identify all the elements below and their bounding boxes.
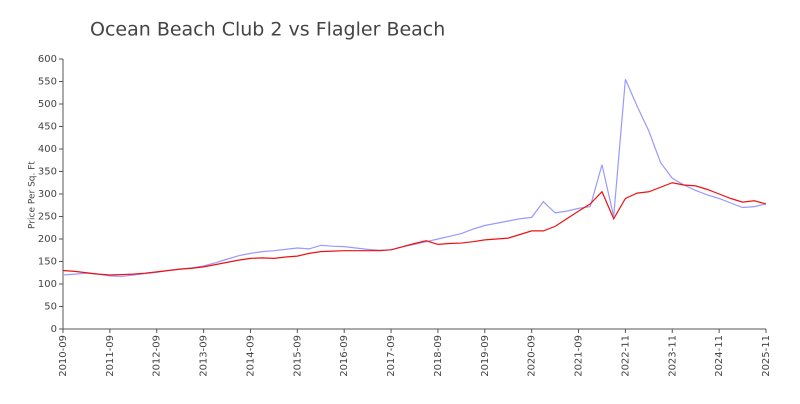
x-tick-label: 2021-09 <box>574 335 585 377</box>
x-tick-label: 2017-09 <box>386 335 397 377</box>
y-tick-label: 0 <box>51 324 57 335</box>
x-tick-label: 2024-11 <box>714 335 725 377</box>
y-tick-label: 450 <box>38 122 57 133</box>
y-tick-label: 50 <box>44 302 57 313</box>
series-line <box>62 182 767 276</box>
y-axis-label: Price Per Sq. Ft <box>28 161 38 229</box>
y-tick-label: 600 <box>38 54 57 65</box>
y-tick-label: 300 <box>38 189 57 200</box>
x-tick-label: 2015-09 <box>292 335 303 377</box>
y-tick-label: 400 <box>38 144 57 155</box>
x-tick-label: 2018-09 <box>433 335 444 377</box>
y-tick-label: 200 <box>38 234 57 245</box>
x-tick-label: 2022-11 <box>620 335 631 377</box>
chart-title: Ocean Beach Club 2 vs Flagler Beach <box>90 19 445 41</box>
y-tick-label: 250 <box>38 212 57 223</box>
x-tick-label: 2010-09 <box>58 335 69 377</box>
x-tick-label: 2023-11 <box>667 335 678 377</box>
x-tick-label: 2025-11 <box>761 335 772 377</box>
x-tick-label: 2012-09 <box>152 335 163 377</box>
y-tick-label: 150 <box>38 257 57 268</box>
x-tick-label: 2019-09 <box>480 335 491 377</box>
x-tick-label: 2020-09 <box>527 335 538 377</box>
y-tick-label: 350 <box>38 167 57 178</box>
x-tick-label: 2016-09 <box>339 335 350 377</box>
series-line <box>62 79 767 277</box>
x-tick-label: 2014-09 <box>245 335 256 377</box>
y-tick-label: 550 <box>38 77 57 88</box>
y-tick-label: 500 <box>38 99 57 110</box>
y-tick-label: 100 <box>38 279 57 290</box>
x-tick-label: 2013-09 <box>199 335 210 377</box>
x-tick-label: 2011-09 <box>105 335 116 377</box>
